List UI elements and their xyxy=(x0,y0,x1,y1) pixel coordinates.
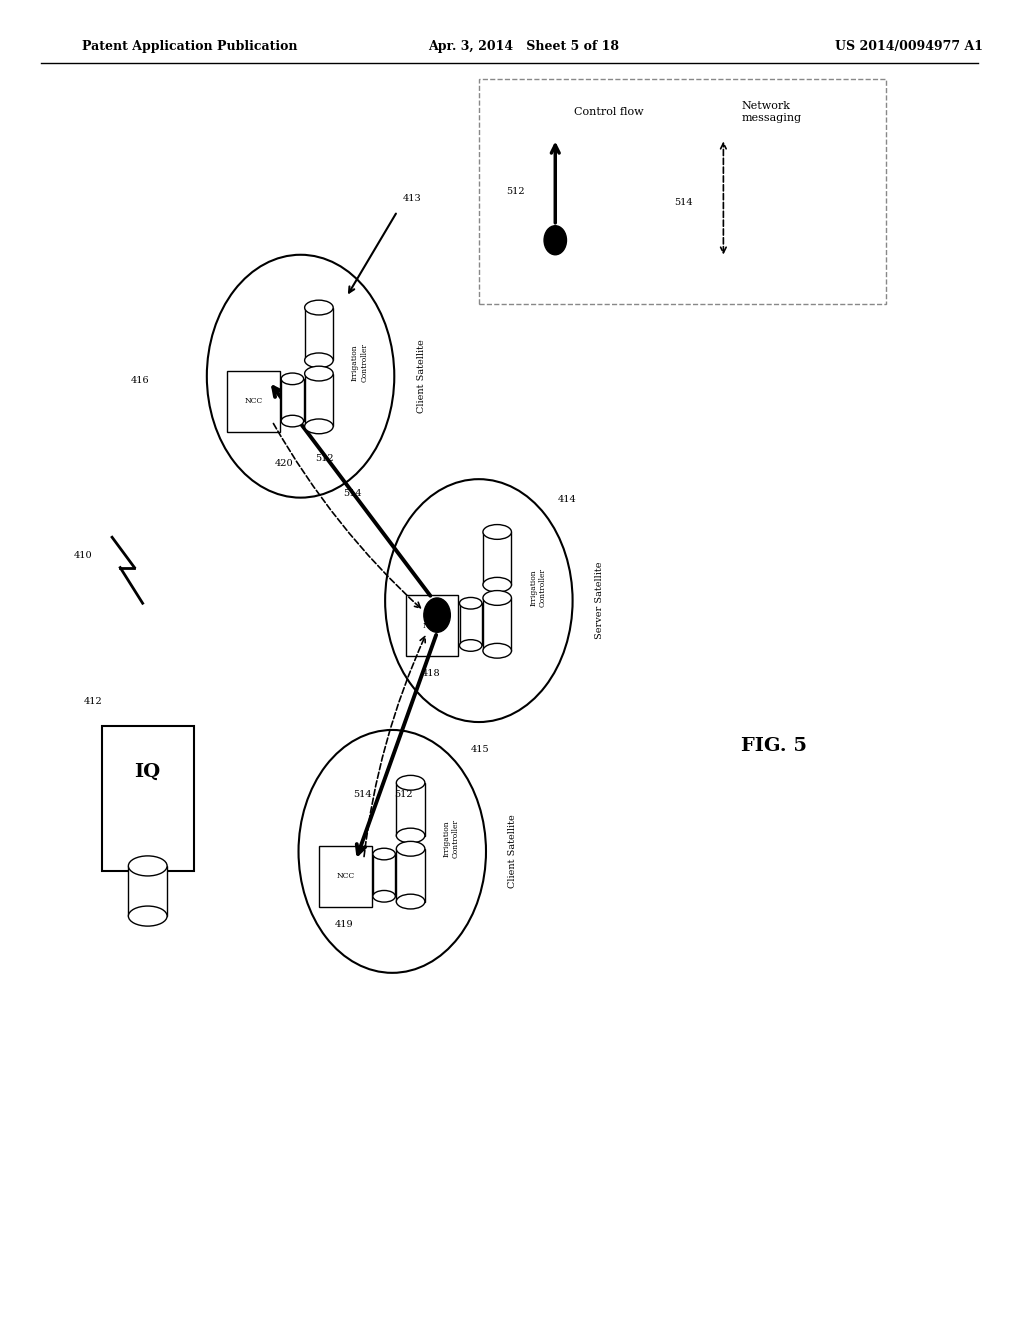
FancyBboxPatch shape xyxy=(373,854,395,896)
Ellipse shape xyxy=(396,828,425,843)
Text: Patent Application Publication: Patent Application Publication xyxy=(82,40,297,53)
Ellipse shape xyxy=(304,418,333,434)
Text: 418: 418 xyxy=(422,669,440,678)
Ellipse shape xyxy=(128,906,167,927)
Text: Network
messaging: Network messaging xyxy=(741,102,802,123)
Text: Apr. 3, 2014   Sheet 5 of 18: Apr. 3, 2014 Sheet 5 of 18 xyxy=(428,40,618,53)
Ellipse shape xyxy=(396,894,425,909)
Text: NCC: NCC xyxy=(423,622,441,630)
Ellipse shape xyxy=(373,891,395,902)
Circle shape xyxy=(544,226,566,255)
Text: 416: 416 xyxy=(130,376,150,385)
Ellipse shape xyxy=(396,775,425,791)
Text: Server Satellite: Server Satellite xyxy=(595,562,604,639)
Ellipse shape xyxy=(304,366,333,381)
FancyBboxPatch shape xyxy=(396,783,425,836)
Bar xyxy=(406,595,459,656)
Ellipse shape xyxy=(396,841,425,857)
Bar xyxy=(101,726,194,871)
Text: FIG. 5: FIG. 5 xyxy=(741,737,807,755)
Ellipse shape xyxy=(483,524,511,540)
Ellipse shape xyxy=(483,643,511,659)
Ellipse shape xyxy=(483,577,511,593)
Circle shape xyxy=(424,598,451,632)
Text: IQ: IQ xyxy=(134,763,161,781)
Bar xyxy=(318,846,372,907)
Bar xyxy=(479,79,887,304)
Text: 512: 512 xyxy=(314,454,334,463)
Ellipse shape xyxy=(304,300,333,315)
FancyBboxPatch shape xyxy=(483,598,511,651)
Ellipse shape xyxy=(373,849,395,859)
Circle shape xyxy=(207,255,394,498)
Text: Control flow: Control flow xyxy=(573,107,643,117)
Ellipse shape xyxy=(460,640,482,651)
Ellipse shape xyxy=(282,374,304,384)
Text: 415: 415 xyxy=(471,746,489,755)
Ellipse shape xyxy=(128,855,167,876)
Circle shape xyxy=(299,730,486,973)
Text: 419: 419 xyxy=(335,920,354,929)
Text: 514: 514 xyxy=(343,490,361,499)
FancyBboxPatch shape xyxy=(483,532,511,585)
Ellipse shape xyxy=(304,352,333,368)
FancyBboxPatch shape xyxy=(460,603,482,645)
Text: Client Satellite: Client Satellite xyxy=(508,814,517,888)
Ellipse shape xyxy=(282,416,304,426)
Text: NCC: NCC xyxy=(336,873,354,880)
Text: Irrigation
Controller: Irrigation Controller xyxy=(529,568,547,607)
Text: 512: 512 xyxy=(506,187,525,197)
FancyBboxPatch shape xyxy=(396,849,425,902)
FancyBboxPatch shape xyxy=(304,374,333,426)
Text: 420: 420 xyxy=(275,459,294,469)
Text: 413: 413 xyxy=(402,194,421,203)
Text: 410: 410 xyxy=(74,552,92,561)
Text: 412: 412 xyxy=(84,697,102,706)
Text: 514: 514 xyxy=(675,198,693,207)
Text: 514: 514 xyxy=(353,791,372,800)
Text: 414: 414 xyxy=(557,495,577,504)
FancyBboxPatch shape xyxy=(282,379,304,421)
Bar xyxy=(227,371,281,432)
FancyBboxPatch shape xyxy=(304,308,333,360)
Text: US 2014/0094977 A1: US 2014/0094977 A1 xyxy=(836,40,983,53)
FancyBboxPatch shape xyxy=(128,866,167,916)
Text: 512: 512 xyxy=(394,791,413,800)
Text: NCC: NCC xyxy=(245,397,263,405)
Text: Irrigation
Controller: Irrigation Controller xyxy=(442,818,460,858)
Text: Client Satellite: Client Satellite xyxy=(417,339,426,413)
Text: Irrigation
Controller: Irrigation Controller xyxy=(351,343,369,383)
Circle shape xyxy=(385,479,572,722)
Ellipse shape xyxy=(460,598,482,609)
Ellipse shape xyxy=(483,590,511,606)
